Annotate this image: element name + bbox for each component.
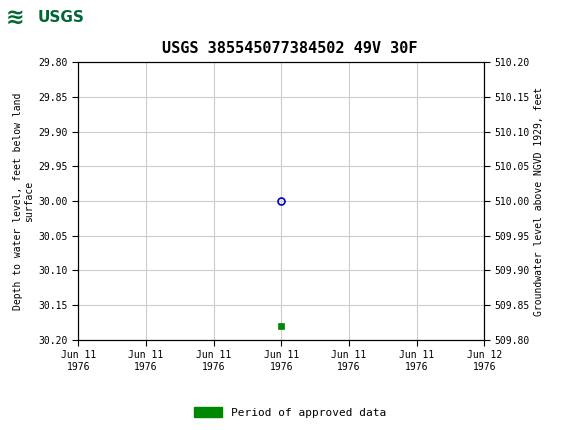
Y-axis label: Groundwater level above NGVD 1929, feet: Groundwater level above NGVD 1929, feet — [534, 86, 544, 316]
Y-axis label: Depth to water level, feet below land
surface: Depth to water level, feet below land su… — [13, 92, 34, 310]
Text: ≋: ≋ — [6, 8, 24, 28]
Text: USGS 385545077384502 49V 30F: USGS 385545077384502 49V 30F — [162, 41, 418, 56]
Bar — [3, 3, 107, 33]
Text: USGS: USGS — [38, 10, 85, 25]
Legend: Period of approved data: Period of approved data — [190, 403, 390, 422]
